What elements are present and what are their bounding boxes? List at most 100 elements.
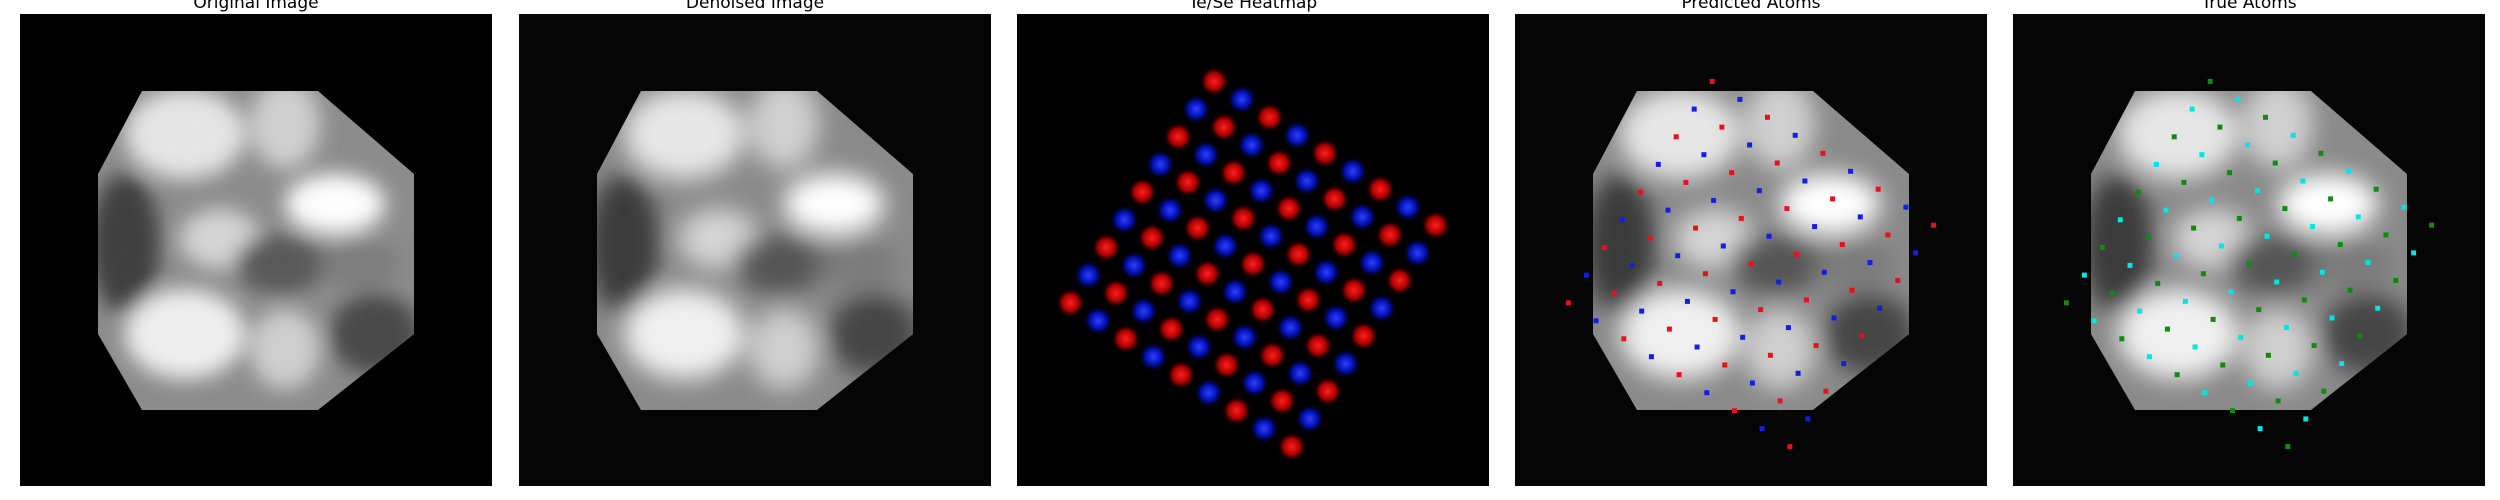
predicted-se-marker (1711, 197, 1717, 203)
predicted-se-marker (1785, 325, 1791, 331)
predicted-te-marker (1722, 362, 1728, 368)
predicted-te-marker (1931, 222, 1937, 228)
true-green-marker (2174, 372, 2180, 378)
true-cyan-marker (2274, 279, 2280, 285)
te-blob (1267, 385, 1298, 416)
te-blob (1146, 268, 1177, 299)
predicted-te-marker (1611, 290, 1617, 296)
true-cyan-marker (2202, 390, 2208, 396)
predicted-se-marker (1831, 315, 1837, 321)
te-blob (1254, 102, 1285, 133)
se-blob (1282, 120, 1313, 151)
te-blob (1055, 287, 1086, 318)
true-cyan-marker (2245, 142, 2251, 148)
predicted-te-marker (1621, 336, 1627, 342)
predicted-te-marker (1774, 160, 1780, 166)
true-cyan-marker (2192, 344, 2198, 350)
se-blob (1256, 221, 1286, 252)
se-blob (1164, 240, 1195, 271)
predicted-se-marker (1792, 132, 1798, 138)
true-green-marker (2191, 225, 2197, 231)
predicted-te-marker (1787, 444, 1793, 450)
true-cyan-marker (2365, 260, 2371, 266)
true-green-marker (2227, 170, 2233, 176)
predicted-se-marker (1639, 308, 1645, 314)
true-cyan-marker (2310, 224, 2316, 230)
predicted-te-marker (1777, 398, 1783, 404)
se-blob (1337, 156, 1368, 187)
predicted-te-marker (1839, 242, 1845, 248)
te-blob (1283, 239, 1314, 270)
true-green-marker (2393, 278, 2399, 283)
se-blob (1200, 185, 1231, 216)
true-cyan-marker (2238, 334, 2244, 340)
true-cyan-marker (2247, 380, 2253, 386)
te-blob (1172, 167, 1203, 198)
true-cyan-marker (2081, 272, 2087, 278)
true-green-marker (2311, 343, 2317, 349)
true-green-marker (2119, 336, 2125, 342)
se-blob (1226, 84, 1257, 115)
predicted-se-marker (1877, 305, 1883, 311)
true-cyan-marker (2411, 250, 2417, 256)
predicted-te-marker (1709, 78, 1715, 84)
te-blob (1420, 210, 1451, 241)
panel-title: Original Image (193, 0, 319, 13)
se-blob (1145, 149, 1176, 180)
true-cyan-marker (2290, 132, 2296, 138)
true-green-marker (2321, 388, 2327, 394)
predicted-te-marker (1875, 186, 1881, 192)
te-blob (1221, 395, 1252, 426)
predicted-te-marker (1657, 280, 1663, 286)
predicted-te-marker (1676, 372, 1682, 378)
true-green-marker (2285, 444, 2291, 450)
true-green-marker (2207, 78, 2213, 84)
true-cyan-marker (2091, 318, 2097, 324)
te-blob (1365, 174, 1396, 205)
se-blob (1220, 276, 1250, 307)
predicted-te-marker (1830, 196, 1836, 202)
predicted-te-marker (1702, 271, 1708, 277)
te-blob (1202, 304, 1233, 335)
predicted-se-marker (1691, 106, 1697, 112)
true-green-marker (2265, 352, 2271, 358)
true-green-marker (2357, 333, 2363, 339)
te-blob (1309, 138, 1340, 169)
se-blob (1128, 296, 1159, 327)
predicted-se-marker (1841, 361, 1847, 367)
se-blob (1138, 341, 1169, 372)
predicted-te-marker (1820, 150, 1826, 156)
predicted-te-marker (1565, 300, 1571, 306)
te-blob (1312, 376, 1343, 407)
se-blob (1301, 211, 1332, 242)
se-blob (1190, 139, 1221, 170)
predicted-te-marker (1803, 297, 1809, 303)
te-blob (1211, 350, 1242, 380)
true-green-marker (2164, 326, 2170, 332)
predicted-se-marker (1867, 260, 1873, 266)
predicted-te-marker (1738, 215, 1744, 221)
panel-title: True Atoms (2201, 0, 2297, 13)
predicted-te-marker (1601, 245, 1607, 250)
se-blob (1236, 130, 1267, 160)
predicted-se-marker (1583, 272, 1589, 278)
te-se-heatmap (1017, 14, 1489, 486)
se-blob (1155, 195, 1185, 226)
true-green-marker (2263, 114, 2268, 120)
true-green-marker (2155, 280, 2161, 286)
se-blob (1321, 302, 1351, 333)
true-cyan-marker (2117, 217, 2123, 223)
true-green-marker (2383, 232, 2389, 238)
se-blob (1249, 413, 1280, 444)
predicted-se-marker (1821, 269, 1827, 275)
se-blob (1109, 204, 1140, 235)
predicted-te-marker (1732, 408, 1737, 414)
predicted-se-marker (1720, 243, 1726, 249)
se-blob (1229, 322, 1260, 353)
se-blob (1119, 250, 1149, 281)
true-green-marker (2272, 160, 2278, 166)
predicted-se-marker (1704, 390, 1710, 396)
true-atoms (2013, 14, 2485, 486)
true-cyan-marker (2401, 204, 2407, 210)
panel-predicted: Predicted Atoms (1515, 0, 1987, 500)
